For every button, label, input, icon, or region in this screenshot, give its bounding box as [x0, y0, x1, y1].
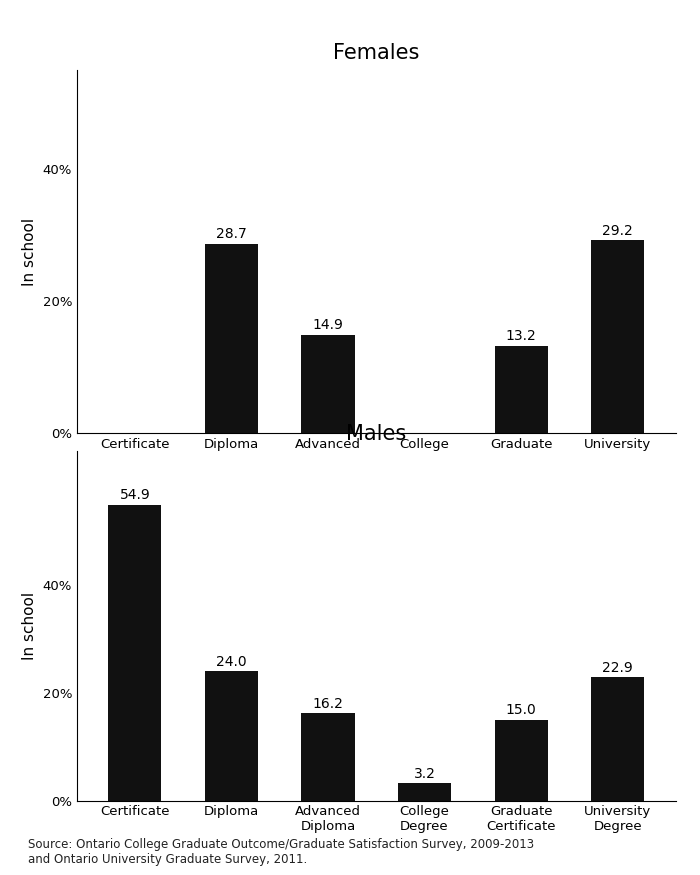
Text: Source: Ontario College Graduate Outcome/Graduate Satisfaction Survey, 2009-2013: Source: Ontario College Graduate Outcome… [28, 838, 534, 866]
Bar [205, 671, 258, 801]
Bar [108, 505, 162, 801]
Y-axis label: In school: In school [22, 218, 37, 285]
Bar [205, 243, 258, 433]
Bar [591, 677, 644, 801]
Bar [494, 720, 547, 801]
Text: 54.9: 54.9 [120, 488, 150, 502]
Text: 24.0: 24.0 [216, 654, 247, 668]
Text: 15.0: 15.0 [505, 704, 536, 717]
Text: 13.2: 13.2 [505, 329, 536, 343]
Bar [302, 713, 354, 801]
Bar [398, 783, 451, 801]
Text: 29.2: 29.2 [602, 224, 633, 238]
Text: 28.7: 28.7 [216, 227, 247, 241]
Title: Females: Females [333, 43, 419, 63]
Title: Males: Males [346, 424, 407, 444]
Bar [494, 346, 547, 433]
Bar [302, 335, 354, 433]
Bar [591, 241, 644, 433]
Text: 16.2: 16.2 [312, 696, 344, 710]
Text: 22.9: 22.9 [602, 661, 633, 675]
Text: 14.9: 14.9 [312, 318, 344, 332]
Y-axis label: In school: In school [22, 592, 37, 660]
Text: 3.2: 3.2 [414, 766, 435, 780]
